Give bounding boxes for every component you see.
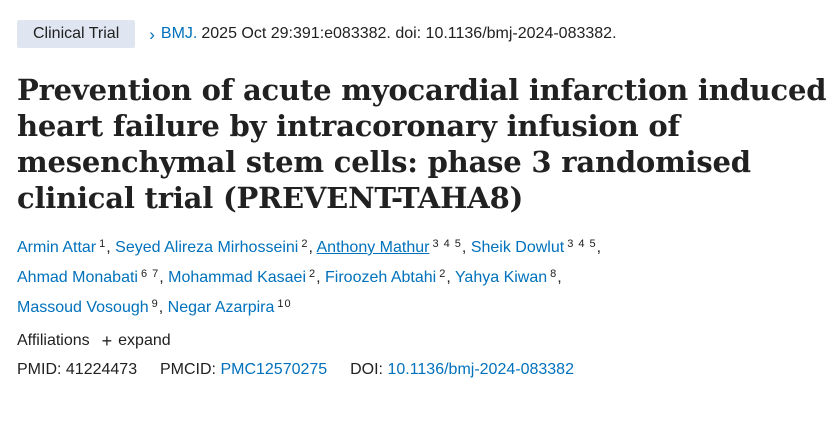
- affiliations-label: Affiliations: [17, 332, 90, 349]
- journal-link[interactable]: BMJ.: [160, 25, 198, 42]
- affiliation-ref[interactable]: 3 4 5: [567, 238, 597, 250]
- author-item: Anthony Mathur 3 4 5: [316, 238, 462, 256]
- author-item: Negar Azarpira 10: [167, 298, 292, 316]
- author-item: Firoozeh Abtahi 2: [325, 268, 447, 286]
- author-item: Ahmad Monabati 6 7: [17, 268, 160, 286]
- chevron-right-icon[interactable]: ›: [149, 24, 155, 44]
- pmid-label: PMID:: [17, 361, 62, 378]
- article-header: Clinical Trial › BMJ. 2025 Oct 29:391:e0…: [0, 20, 836, 380]
- author-list: Armin Attar 1, Seyed Alireza Mirhosseini 2…: [17, 238, 602, 316]
- doi-label: DOI:: [350, 361, 383, 378]
- expand-button[interactable]: expand: [118, 332, 171, 349]
- affiliation-ref[interactable]: 2: [439, 268, 447, 280]
- author-item: Seyed Alireza Mirhosseini 2: [115, 238, 309, 256]
- citation-line: Clinical Trial › BMJ. 2025 Oct 29:391:e0…: [17, 20, 836, 48]
- pmid-value: 41224473: [65, 361, 138, 378]
- author-link[interactable]: Yahya Kiwan: [454, 269, 548, 286]
- affiliation-ref[interactable]: 1: [99, 238, 107, 250]
- author-link[interactable]: Anthony Mathur: [316, 239, 430, 256]
- citation-text: 2025 Oct 29:391:e083382. doi: 10.1136/bm…: [201, 25, 617, 42]
- author-link[interactable]: Mohammad Kasaei: [168, 269, 306, 286]
- plus-icon[interactable]: +: [101, 331, 113, 351]
- author-link[interactable]: Firoozeh Abtahi: [325, 269, 437, 286]
- article-title: Prevention of acute myocardial infarctio…: [17, 73, 827, 215]
- author-link[interactable]: Seyed Alireza Mirhosseini: [115, 239, 299, 256]
- affiliation-ref[interactable]: 9: [151, 298, 159, 310]
- affiliation-ref[interactable]: 3 4 5: [432, 238, 462, 250]
- identifiers: PMID: 41224473 PMCID: PMC12570275 DOI: 1…: [17, 360, 836, 380]
- affiliation-ref[interactable]: 10: [277, 298, 292, 310]
- author-link[interactable]: Negar Azarpira: [167, 299, 275, 316]
- affiliation-ref[interactable]: 2: [301, 238, 309, 250]
- author-link[interactable]: Massoud Vosough: [17, 299, 149, 316]
- author-item: Armin Attar 1: [17, 238, 107, 256]
- author-item: Massoud Vosough 9: [17, 298, 159, 316]
- author-item: Mohammad Kasaei 2: [168, 268, 317, 286]
- author-link[interactable]: Ahmad Monabati: [17, 269, 138, 286]
- affiliation-ref[interactable]: 6 7: [140, 268, 160, 280]
- doi-link[interactable]: 10.1136/bmj-2024-083382: [387, 361, 574, 378]
- author-item: Sheik Dowlut 3 4 5: [470, 238, 597, 256]
- author-item: Yahya Kiwan 8: [454, 268, 558, 286]
- affiliations-toggle[interactable]: Affiliations + expand: [17, 331, 836, 351]
- author-link[interactable]: Armin Attar: [17, 239, 97, 256]
- pmcid-link[interactable]: PMC12570275: [220, 361, 328, 378]
- pmcid-label: PMCID:: [160, 361, 216, 378]
- affiliation-ref[interactable]: 2: [309, 268, 317, 280]
- author-link[interactable]: Sheik Dowlut: [470, 239, 565, 256]
- publication-type-badge[interactable]: Clinical Trial: [17, 20, 136, 48]
- affiliation-ref[interactable]: 8: [550, 268, 558, 280]
